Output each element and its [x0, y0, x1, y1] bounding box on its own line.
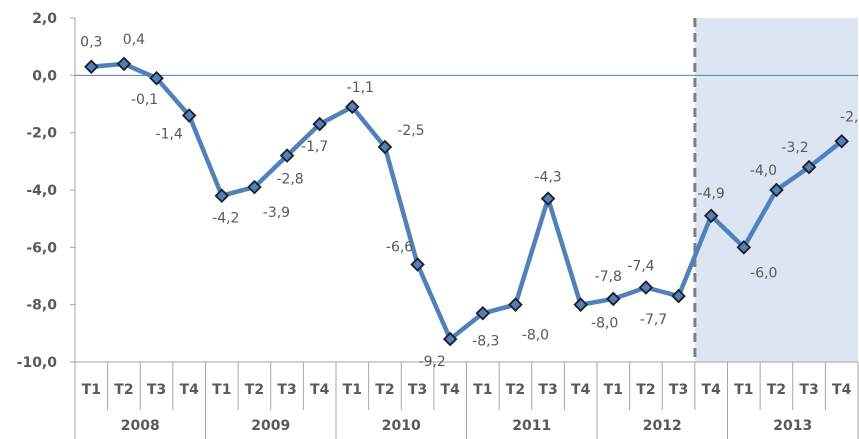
data-point [181, 108, 197, 123]
data-label: 0,3 [80, 35, 102, 51]
x-tick-label: T1 [212, 382, 231, 398]
x-tick-label: T3 [277, 382, 296, 398]
x-tick-label: T4 [832, 382, 852, 398]
data-label: -6,0 [750, 265, 777, 281]
year-label: 2009 [251, 418, 290, 434]
data-point [214, 188, 230, 204]
x-tick-label: T1 [343, 382, 362, 398]
data-point [442, 331, 458, 347]
year-label: 2013 [773, 418, 812, 434]
data-point [801, 159, 817, 175]
x-tick-label: T2 [375, 382, 394, 398]
data-point [247, 179, 262, 195]
y-tick-label: -10,0 [17, 355, 58, 371]
data-label: -2,8 [276, 172, 303, 188]
data-point [638, 280, 654, 295]
data-point [508, 297, 523, 312]
data-point [279, 148, 295, 163]
y-tick-label: 2,0 [32, 11, 57, 27]
year-label: 2010 [382, 418, 421, 434]
data-point [149, 70, 164, 86]
data-point [703, 208, 719, 224]
x-tick-label: T1 [734, 382, 753, 398]
year-label: 2011 [512, 418, 551, 434]
data-label: -4,3 [534, 170, 561, 186]
year-label: 2012 [643, 418, 682, 434]
y-tick-label: -8,0 [26, 298, 57, 314]
series-line [91, 61, 844, 342]
data-label: -1,7 [301, 139, 328, 155]
x-tick-label: T3 [669, 382, 688, 398]
data-point [312, 116, 327, 132]
x-tick-label: T4 [702, 382, 722, 398]
y-tick-label: -4,0 [26, 183, 57, 199]
data-label: -8,0 [522, 328, 549, 344]
data-point [769, 182, 784, 198]
data-label: -2,3 [840, 109, 859, 125]
x-tick-label: T1 [604, 382, 623, 398]
x-tick-label: T1 [82, 382, 101, 398]
x-tick-label: T2 [506, 382, 525, 398]
data-label: -2,5 [397, 123, 424, 139]
data-label: -4,0 [750, 163, 777, 179]
data-point [573, 297, 588, 312]
data-point [671, 288, 686, 304]
data-point [606, 291, 621, 307]
data-point [116, 56, 132, 72]
data-point [377, 139, 393, 155]
data-point [736, 240, 752, 255]
data-label: -3,2 [781, 140, 808, 156]
data-label: -4,9 [698, 186, 725, 202]
x-tick-label: T4 [310, 382, 330, 398]
data-point [834, 133, 849, 149]
x-tick-label: T2 [636, 382, 655, 398]
data-label: -7,8 [595, 269, 622, 285]
x-tick-label: T4 [571, 382, 591, 398]
x-tick-label: T3 [147, 382, 166, 398]
data-point [84, 59, 99, 75]
data-label: -0,1 [131, 92, 158, 108]
data-label: -4,2 [212, 211, 239, 227]
x-tick-label: T2 [245, 382, 264, 398]
x-tick-label: T3 [538, 382, 557, 398]
x-tick-label: T3 [799, 382, 818, 398]
data-label: -6,6 [386, 240, 413, 256]
data-label: -9,2 [419, 354, 446, 370]
data-label: -1,1 [347, 80, 374, 96]
y-tick-label: -6,0 [26, 240, 57, 256]
data-label: -8,3 [472, 333, 499, 349]
data-label: -1,4 [156, 126, 183, 142]
x-tick-label: T4 [441, 382, 461, 398]
y-tick-label: 0,0 [32, 68, 57, 84]
x-tick-label: T2 [767, 382, 786, 398]
data-point [540, 191, 556, 206]
y-tick-label: -2,0 [26, 126, 57, 142]
x-tick-label: T1 [473, 382, 492, 398]
data-point [475, 305, 491, 321]
data-label: -8,0 [591, 316, 618, 332]
x-tick-label: T2 [114, 382, 133, 398]
data-label: -7,4 [627, 258, 654, 274]
data-point [345, 99, 360, 115]
x-tick-label: T3 [408, 382, 427, 398]
data-point [410, 257, 425, 272]
data-label: 0,4 [123, 32, 145, 48]
year-label: 2008 [121, 418, 160, 434]
data-label: -3,9 [263, 205, 290, 221]
x-tick-label: T4 [180, 382, 200, 398]
data-label: -7,7 [640, 312, 667, 328]
